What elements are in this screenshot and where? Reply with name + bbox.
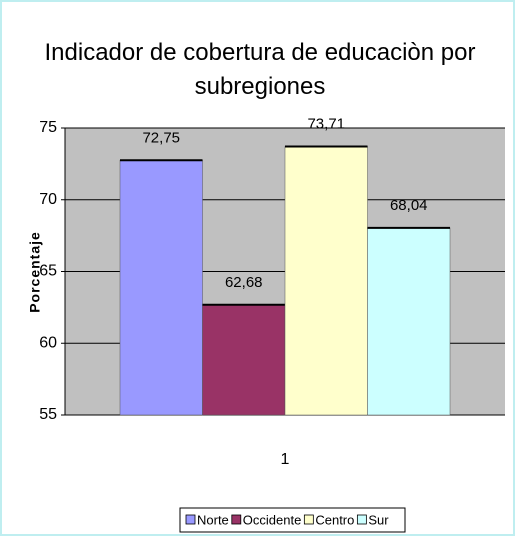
data-label: 62,68 xyxy=(225,274,263,291)
y-tick-label: 65 xyxy=(39,263,57,280)
legend-swatch xyxy=(303,514,314,525)
y-tick-label: 70 xyxy=(39,191,57,208)
bar xyxy=(119,160,203,416)
x-tick-label: 1 xyxy=(281,451,290,468)
legend-swatch xyxy=(356,514,367,525)
y-axis-label: Porcentaje xyxy=(27,231,43,313)
data-label: 72,75 xyxy=(142,129,180,146)
y-tick-label: 75 xyxy=(39,119,57,136)
legend-label: Norte xyxy=(197,512,229,527)
bar xyxy=(202,304,286,416)
legend-swatch xyxy=(231,514,242,525)
bar xyxy=(284,146,368,416)
legend-label: Occidente xyxy=(243,512,302,527)
legend-label: Centro xyxy=(315,512,354,527)
legend-swatch xyxy=(185,514,196,525)
bar xyxy=(367,227,451,416)
legend-box xyxy=(179,507,406,533)
y-tick-label: 55 xyxy=(39,406,57,423)
y-tick-label: 60 xyxy=(39,334,57,351)
legend-label: Sur xyxy=(368,512,389,527)
data-label: 73,71 xyxy=(307,115,345,132)
chart-title: Indicador de cobertura de educaciòn por … xyxy=(44,39,476,100)
data-label: 68,04 xyxy=(390,197,428,214)
